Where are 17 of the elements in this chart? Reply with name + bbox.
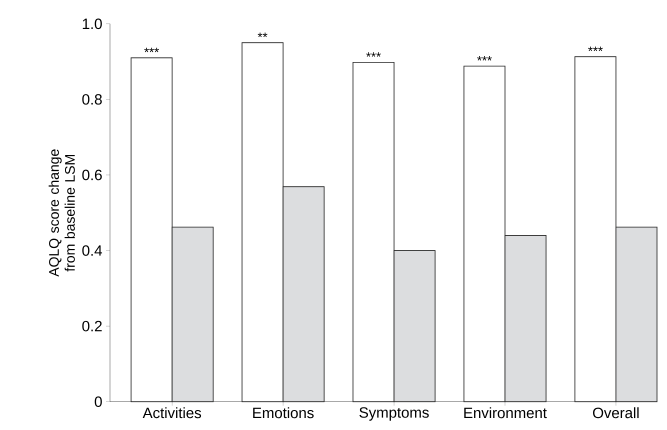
y-tick-label: 0.6 bbox=[82, 170, 102, 180]
y-tick-label: 0 bbox=[94, 396, 102, 407]
x-tick-label: Overall bbox=[592, 407, 639, 418]
annotation: *** bbox=[366, 52, 381, 57]
annotation: ** bbox=[258, 32, 268, 38]
y-tick-label: 0.2 bbox=[82, 320, 102, 332]
y-axis-title: AQLQ score change from baseline LSM bbox=[48, 149, 75, 277]
x-tick-label: Activities bbox=[142, 407, 202, 418]
y-tick-label: 1.0 bbox=[82, 18, 102, 30]
annotation: *** bbox=[477, 56, 492, 61]
x-tick-label: Symptoms bbox=[359, 407, 429, 421]
annotation: *** bbox=[144, 48, 159, 52]
annotation: *** bbox=[588, 46, 603, 52]
x-tick-label: Emotions bbox=[253, 407, 314, 418]
x-tick-label: Environment bbox=[464, 407, 547, 418]
y-tick-label: 0.4 bbox=[82, 245, 102, 256]
y-tick-label: 0.8 bbox=[82, 94, 102, 105]
